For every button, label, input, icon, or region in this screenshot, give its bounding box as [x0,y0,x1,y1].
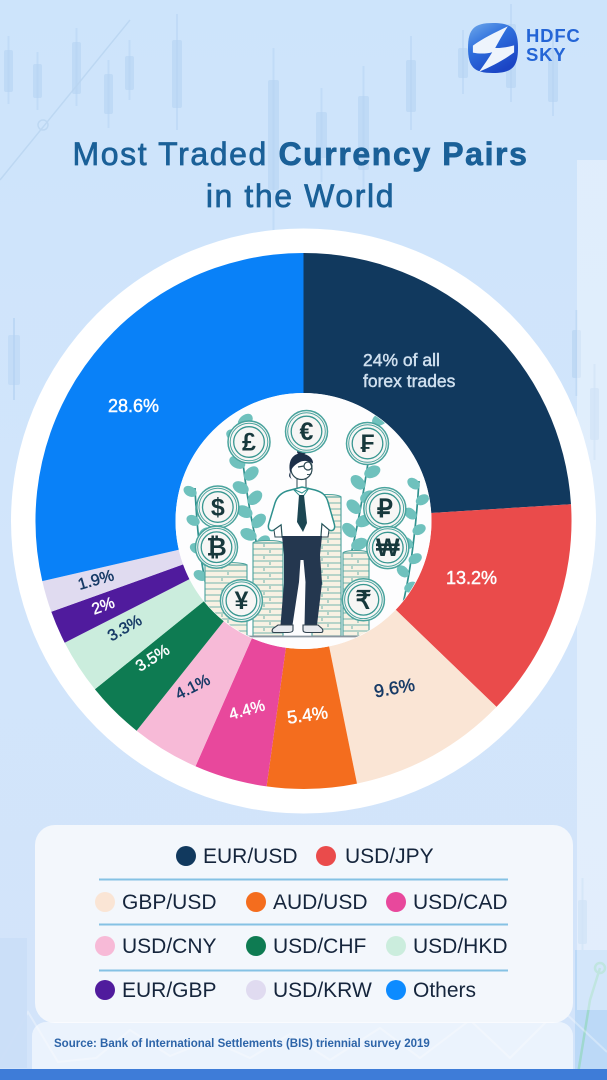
svg-text:£: £ [242,429,256,457]
svg-text:₿: ₿ [206,534,226,562]
svg-text:₽: ₽ [377,495,393,523]
svg-text:₣: ₣ [361,430,375,458]
svg-text:₹: ₹ [355,586,371,614]
svg-text:¥: ¥ [234,587,248,615]
svg-text:₩: ₩ [376,534,400,562]
svg-text:€: € [300,418,314,446]
svg-text:$: $ [211,494,225,522]
